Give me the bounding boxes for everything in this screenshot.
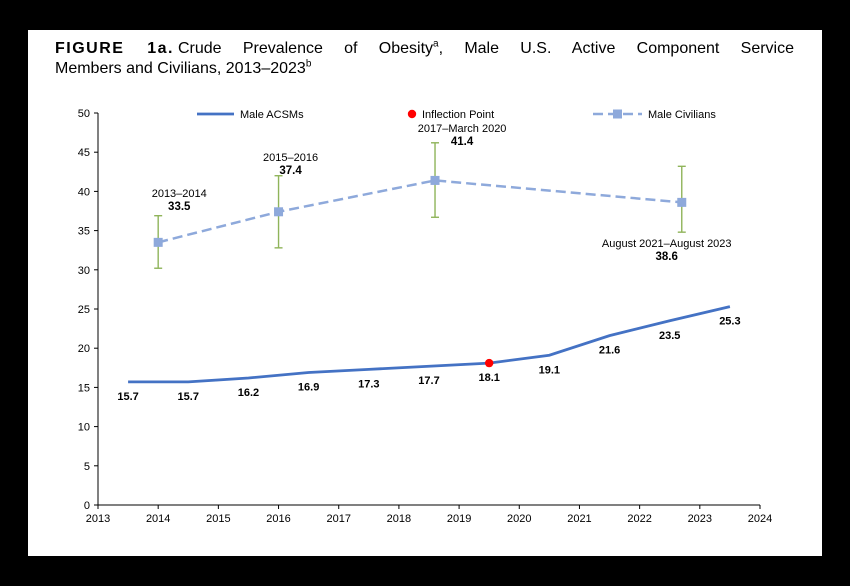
svg-text:37.4: 37.4 xyxy=(279,165,302,177)
svg-text:0: 0 xyxy=(84,500,90,512)
figure-title-line1: FIGURE 1a. Crude Prevalence of Obesitya, … xyxy=(55,39,794,59)
svg-text:21.6: 21.6 xyxy=(599,345,620,357)
svg-text:2022: 2022 xyxy=(627,513,651,525)
svg-text:15.7: 15.7 xyxy=(117,391,138,403)
male-civilians-markers xyxy=(153,175,687,247)
footnote-b-marker: b xyxy=(305,58,312,70)
svg-text:August 2021–August 2023: August 2021–August 2023 xyxy=(602,238,732,250)
footnote-a-marker: a xyxy=(433,38,439,50)
svg-text:20: 20 xyxy=(78,343,90,355)
svg-text:2017–March 2020: 2017–March 2020 xyxy=(418,123,507,135)
svg-text:17.3: 17.3 xyxy=(358,378,379,390)
chart-svg: 0 5 10 15 20 25 30 35 40 45 50 2013 2014 2015 2016 2017… xyxy=(78,108,772,525)
male-acsms-value-labels: 15.7 15.7 16.2 16.9 17.3 17.7 18.1 19.1 21.6 23.5… xyxy=(117,316,740,403)
svg-text:2015–2016: 2015–2016 xyxy=(263,152,318,164)
legend-civilian-square-swatch xyxy=(613,109,622,119)
svg-text:25: 25 xyxy=(78,304,90,316)
svg-text:16.9: 16.9 xyxy=(298,382,319,394)
x-axis-tick-labels: 2013 2014 2015 2016 2017 2018 2019 2020 2021 2022… xyxy=(86,513,772,525)
svg-text:30: 30 xyxy=(78,265,90,277)
svg-text:2013: 2013 xyxy=(86,513,110,525)
svg-text:2019: 2019 xyxy=(447,513,471,525)
svg-text:25.3: 25.3 xyxy=(719,316,740,328)
svg-text:50: 50 xyxy=(78,108,90,120)
svg-text:10: 10 xyxy=(78,422,90,434)
title-part-2: , Male U.S. Active Component Service xyxy=(438,40,794,57)
svg-text:2020: 2020 xyxy=(507,513,531,525)
svg-text:2023: 2023 xyxy=(688,513,712,525)
legend-inflection-label: Inflection Point xyxy=(422,109,494,121)
svg-text:2016: 2016 xyxy=(266,513,290,525)
legend-civilian-label: Male Civilians xyxy=(648,109,716,121)
figure-label: FIGURE 1a. xyxy=(55,40,174,57)
svg-text:41.4: 41.4 xyxy=(451,136,474,148)
svg-text:15.7: 15.7 xyxy=(178,391,199,403)
title-part-3: Members and Civilians, 2013–2023 xyxy=(55,60,306,77)
svg-text:2013–2014: 2013–2014 xyxy=(152,188,207,200)
svg-text:15: 15 xyxy=(78,382,90,394)
svg-text:38.6: 38.6 xyxy=(656,251,678,263)
inflection-point-dot xyxy=(484,358,494,368)
svg-text:2018: 2018 xyxy=(387,513,411,525)
svg-text:2024: 2024 xyxy=(748,513,772,525)
figure-title-line2: Members and Civilians, 2013–2023b xyxy=(55,59,794,79)
male-acsms-line xyxy=(128,305,731,384)
title-part-1: Crude Prevalence of Obesity xyxy=(177,40,434,57)
legend-acsm-label: Male ACSMs xyxy=(240,109,304,121)
svg-text:45: 45 xyxy=(78,147,90,159)
svg-text:17.7: 17.7 xyxy=(418,375,439,387)
svg-text:19.1: 19.1 xyxy=(539,364,560,376)
svg-text:23.5: 23.5 xyxy=(659,330,680,342)
svg-text:33.5: 33.5 xyxy=(168,201,191,213)
svg-text:16.2: 16.2 xyxy=(238,387,259,399)
svg-text:2015: 2015 xyxy=(206,513,230,525)
male-civilians-line xyxy=(157,179,682,244)
axes xyxy=(94,112,761,509)
y-axis-tick-labels: 0 5 10 15 20 25 30 35 40 45 50 xyxy=(78,108,90,512)
svg-text:18.1: 18.1 xyxy=(478,372,499,384)
figure-panel: FIGURE 1a. Crude Prevalence of Obesitya, … xyxy=(28,30,822,556)
svg-text:2014: 2014 xyxy=(146,513,170,525)
legend: Male ACSMs Inflection Point Male Civilians xyxy=(197,109,716,121)
svg-text:40: 40 xyxy=(78,186,90,198)
svg-text:5: 5 xyxy=(84,461,90,473)
legend-inflection-dot-swatch xyxy=(407,109,417,119)
svg-text:35: 35 xyxy=(78,226,90,238)
figure-title: FIGURE 1a. Crude Prevalence of Obesitya, … xyxy=(55,39,794,79)
svg-text:2017: 2017 xyxy=(326,513,350,525)
figure-title-text: Crude Prevalence of Obesitya, Male U.S. … xyxy=(177,38,794,57)
svg-text:2021: 2021 xyxy=(567,513,591,525)
